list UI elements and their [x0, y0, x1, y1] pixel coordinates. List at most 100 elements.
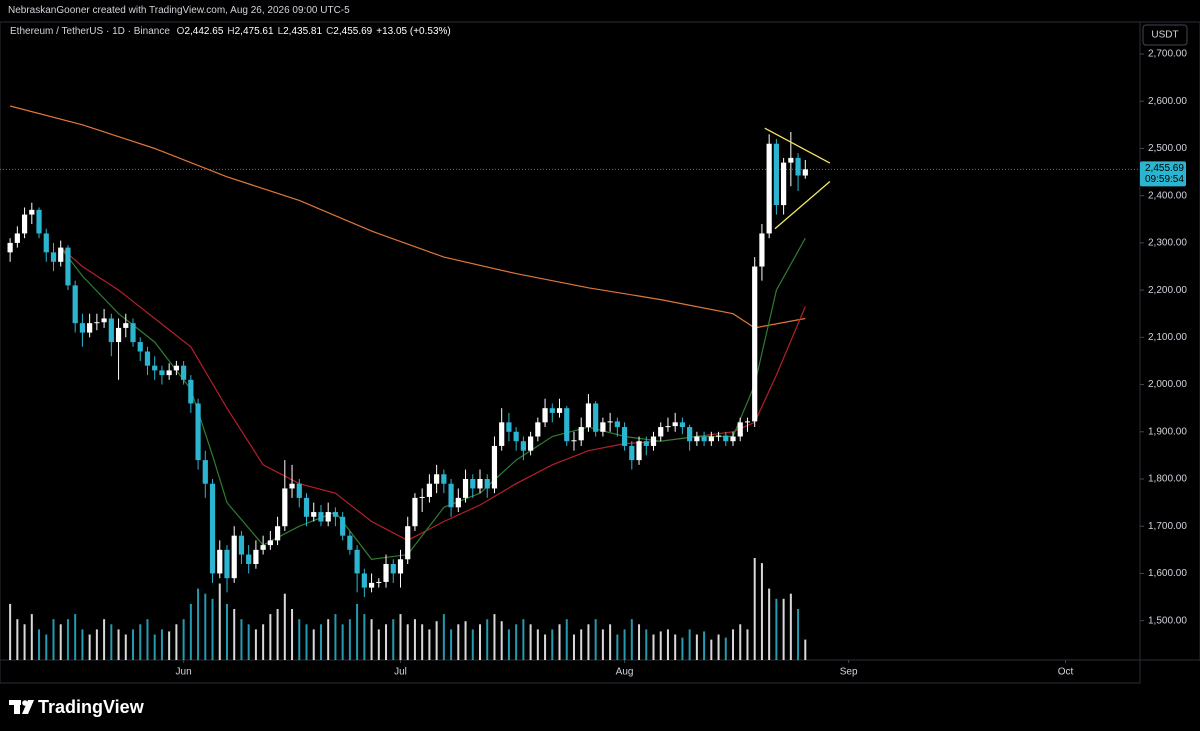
candle-body [781, 162, 787, 206]
volume-bar [594, 619, 597, 660]
volume-bar [103, 619, 106, 660]
volume-bar [139, 624, 142, 660]
volume-bar [580, 629, 583, 660]
volume-bar [283, 593, 286, 660]
volume-bar [486, 619, 489, 660]
volume-bar [601, 629, 604, 660]
plot [0, 105, 1140, 660]
candle-body [687, 427, 693, 442]
x-tick-label: Sep [840, 667, 858, 678]
price-scale [1139, 21, 1200, 661]
volume-bar [572, 634, 575, 660]
candle-body [368, 582, 375, 588]
candle-body [723, 435, 729, 442]
candle-body [759, 233, 765, 267]
candle-body [773, 143, 779, 206]
candle-body [58, 247, 64, 262]
candle-body [195, 403, 201, 461]
candle-body [289, 483, 295, 489]
candle-body [21, 214, 28, 234]
volume-bar [74, 614, 77, 660]
volume-bar [804, 639, 807, 660]
countdown-label: 09:59:54 [1145, 174, 1184, 185]
candle-body [607, 421, 613, 423]
volume-bar [363, 614, 366, 660]
candle-body [267, 540, 273, 546]
candle-body [65, 247, 71, 286]
x-tick-label: Jul [394, 667, 407, 678]
y-tick-label: 1,900.00 [1148, 426, 1187, 437]
candle-body [94, 322, 100, 324]
time-scale [0, 659, 1141, 684]
volume-bar [23, 624, 26, 660]
candle-body [340, 516, 346, 536]
volume-bar [782, 598, 785, 660]
candle-body [708, 436, 714, 442]
candle-body [593, 403, 599, 432]
candle-body [303, 497, 310, 517]
volume-bar [334, 614, 337, 660]
candle-body [50, 252, 57, 262]
candle-body [766, 143, 772, 234]
volume-bar [515, 624, 518, 660]
price-tag [1140, 161, 1186, 187]
volume-bar [95, 629, 98, 660]
candle-body [730, 436, 736, 442]
volume-bar [197, 588, 200, 660]
volume-bar [732, 629, 735, 660]
candle-body [441, 474, 447, 484]
candle-body [217, 549, 223, 574]
legend-key: C [326, 26, 334, 37]
candle-body [405, 526, 411, 560]
candle-body [14, 233, 20, 243]
candle-body [347, 535, 353, 550]
chart-pane [0, 21, 1141, 661]
candle-body [419, 496, 425, 498]
candle-body [29, 209, 35, 215]
volume-bar [587, 624, 590, 660]
candle-body [643, 441, 649, 446]
candle-body [614, 421, 620, 428]
y-tick-label: 2,600.00 [1148, 96, 1187, 107]
volume-bar [38, 629, 41, 660]
volume-bar [457, 624, 460, 660]
candle-body [585, 403, 592, 428]
candle-body [701, 436, 707, 442]
legend-key: O [176, 26, 185, 37]
volume-bar [211, 598, 214, 660]
volume-bar [218, 583, 221, 660]
volume-bar [565, 619, 568, 660]
volume-bar [666, 629, 669, 660]
volume-bar [110, 624, 113, 660]
candle-body [181, 365, 187, 380]
volume-bar [204, 593, 207, 660]
volume-bar [544, 634, 547, 660]
candle-body [448, 483, 454, 508]
candle-body [108, 318, 114, 343]
candle-body [477, 479, 483, 489]
trendline [774, 181, 831, 230]
candle-body [499, 422, 505, 446]
volume-bar [652, 634, 655, 660]
candle-body [802, 169, 808, 176]
volume-bar [681, 637, 684, 660]
legend-value: 2,442.65 [184, 26, 224, 37]
legend-value: 2,435.81 [283, 26, 323, 37]
volume-bar [385, 624, 388, 660]
volume-bar [753, 558, 756, 660]
volume-bar [392, 619, 395, 660]
candle-body [173, 365, 179, 371]
candle-body [412, 497, 418, 527]
candle-body [209, 483, 216, 574]
candle-body [274, 526, 281, 541]
volume-bar [59, 624, 62, 660]
volume-bar [168, 631, 171, 660]
candle-body [137, 342, 143, 352]
volume-bar [623, 629, 626, 660]
volume-bar [479, 624, 481, 660]
volume-bar [717, 634, 720, 660]
candle-body [43, 233, 49, 253]
candle-body [520, 441, 526, 451]
candle-body [549, 408, 555, 413]
candle-body [672, 422, 678, 427]
